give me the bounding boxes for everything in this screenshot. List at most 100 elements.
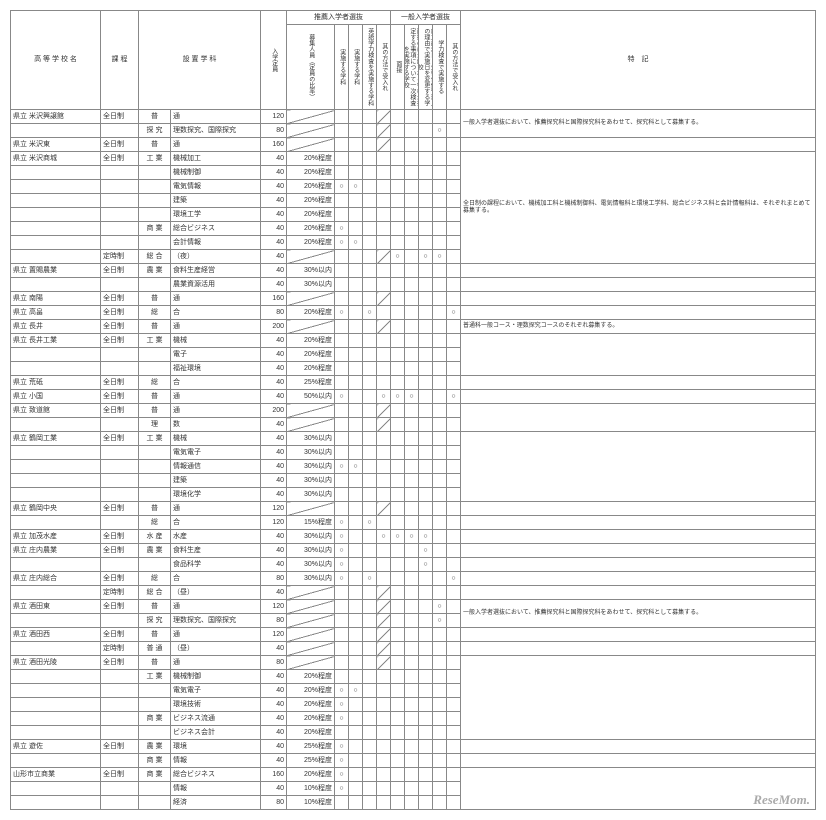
cell-capacity: 40 bbox=[261, 740, 287, 754]
cell-mark bbox=[433, 488, 447, 502]
cell-mark: ○ bbox=[349, 180, 363, 194]
cell-mark bbox=[419, 684, 433, 698]
cell-mark: ○ bbox=[433, 600, 447, 614]
cell-mark bbox=[335, 348, 349, 362]
cell-note: 普通科一般コース・理数探究コースのそれぞれ募集する。 bbox=[461, 320, 816, 334]
cell-type bbox=[101, 474, 139, 488]
cell-mark bbox=[363, 754, 377, 768]
cell-capacity: 40 bbox=[261, 670, 287, 684]
hdr-type: 課 程 bbox=[101, 11, 139, 110]
cell-type: 全日制 bbox=[101, 768, 139, 782]
cell-mark bbox=[447, 488, 461, 502]
cell-mark bbox=[349, 544, 363, 558]
cell-mark bbox=[363, 404, 377, 418]
cell-mark bbox=[447, 614, 461, 628]
cell-type bbox=[101, 516, 139, 530]
cell-school bbox=[11, 348, 101, 362]
cell-mark bbox=[405, 418, 419, 432]
cell-dept-group: 農 業 bbox=[139, 264, 171, 278]
cell-type bbox=[101, 796, 139, 810]
cell-mark bbox=[405, 348, 419, 362]
cell-mark bbox=[447, 166, 461, 180]
cell-dept-sub: 情報通信 bbox=[171, 460, 261, 474]
cell-dept-sub: 機械制御 bbox=[171, 670, 261, 684]
cell-mark bbox=[433, 530, 447, 544]
cell-type bbox=[101, 278, 139, 292]
cell-mark bbox=[391, 236, 405, 250]
cell-mark: ○ bbox=[335, 390, 349, 404]
cell-mark: ○ bbox=[335, 544, 349, 558]
cell-dept-group: 商 業 bbox=[139, 222, 171, 236]
cell-mark bbox=[377, 278, 391, 292]
cell-mark bbox=[419, 474, 433, 488]
cell-mark bbox=[335, 642, 349, 656]
cell-capacity: 120 bbox=[261, 110, 287, 124]
cell-mark bbox=[419, 796, 433, 810]
cell-mark bbox=[391, 572, 405, 586]
cell-mark bbox=[405, 768, 419, 782]
cell-mark bbox=[391, 488, 405, 502]
cell-mark: ○ bbox=[335, 768, 349, 782]
cell-mark bbox=[433, 670, 447, 684]
table-row: 県立 米沢商城全日制工 業機械加工4020%程度全日制の課程において、機械加工科… bbox=[11, 152, 816, 166]
hdr-gen-c4: 学力検査で実施する bbox=[433, 25, 447, 110]
cell-school bbox=[11, 782, 101, 796]
cell-dept-group: 商 業 bbox=[139, 754, 171, 768]
cell-mark bbox=[405, 754, 419, 768]
cell-mark bbox=[363, 642, 377, 656]
cell-mark bbox=[349, 138, 363, 152]
cell-mark: ○ bbox=[391, 250, 405, 264]
cell-mark bbox=[419, 740, 433, 754]
hdr-gen-c2: 面接のほか課される学校が指定する事項について一次検査を実施する学校 bbox=[405, 25, 419, 110]
cell-mark bbox=[363, 390, 377, 404]
cell-dept-group bbox=[139, 782, 171, 796]
cell-dept-group bbox=[139, 474, 171, 488]
cell-dept-sub: 機械 bbox=[171, 334, 261, 348]
cell-mark bbox=[447, 656, 461, 670]
cell-type bbox=[101, 684, 139, 698]
cell-mark bbox=[391, 124, 405, 138]
cell-dept-group bbox=[139, 208, 171, 222]
cell-mark bbox=[391, 502, 405, 516]
cell-mark bbox=[349, 488, 363, 502]
cell-ratio: 20%程度 bbox=[287, 348, 335, 362]
cell-ratio: 30%以内 bbox=[287, 460, 335, 474]
cell-mark bbox=[447, 586, 461, 600]
cell-type: 全日制 bbox=[101, 264, 139, 278]
cell-school bbox=[11, 418, 101, 432]
cell-capacity: 40 bbox=[261, 754, 287, 768]
cell-mark bbox=[349, 754, 363, 768]
cell-school: 県立 致道館 bbox=[11, 404, 101, 418]
cell-dept-group: 総 bbox=[139, 572, 171, 586]
cell-mark bbox=[349, 768, 363, 782]
cell-mark: ○ bbox=[335, 558, 349, 572]
cell-mark bbox=[363, 712, 377, 726]
cell-mark bbox=[405, 684, 419, 698]
cell-mark bbox=[349, 656, 363, 670]
cell-mark bbox=[405, 782, 419, 796]
cell-dept-sub: 会計情報 bbox=[171, 236, 261, 250]
cell-mark bbox=[391, 320, 405, 334]
cell-dept-group: 商 業 bbox=[139, 712, 171, 726]
cell-ratio: 20%程度 bbox=[287, 726, 335, 740]
cell-mark bbox=[433, 264, 447, 278]
cell-mark bbox=[405, 138, 419, 152]
cell-mark bbox=[419, 698, 433, 712]
cell-mark bbox=[377, 208, 391, 222]
cell-mark bbox=[349, 110, 363, 124]
cell-ratio: 25%程度 bbox=[287, 754, 335, 768]
cell-mark bbox=[335, 194, 349, 208]
cell-mark bbox=[447, 432, 461, 446]
cell-school: 県立 置賜農業 bbox=[11, 264, 101, 278]
cell-school bbox=[11, 460, 101, 474]
cell-mark bbox=[363, 236, 377, 250]
cell-mark bbox=[405, 250, 419, 264]
cell-type: 全日制 bbox=[101, 544, 139, 558]
cell-dept-sub: 通 bbox=[171, 628, 261, 642]
cell-mark bbox=[447, 138, 461, 152]
cell-mark bbox=[419, 432, 433, 446]
cell-mark bbox=[405, 516, 419, 530]
cell-mark bbox=[391, 768, 405, 782]
cell-mark bbox=[363, 376, 377, 390]
cell-mark bbox=[335, 124, 349, 138]
